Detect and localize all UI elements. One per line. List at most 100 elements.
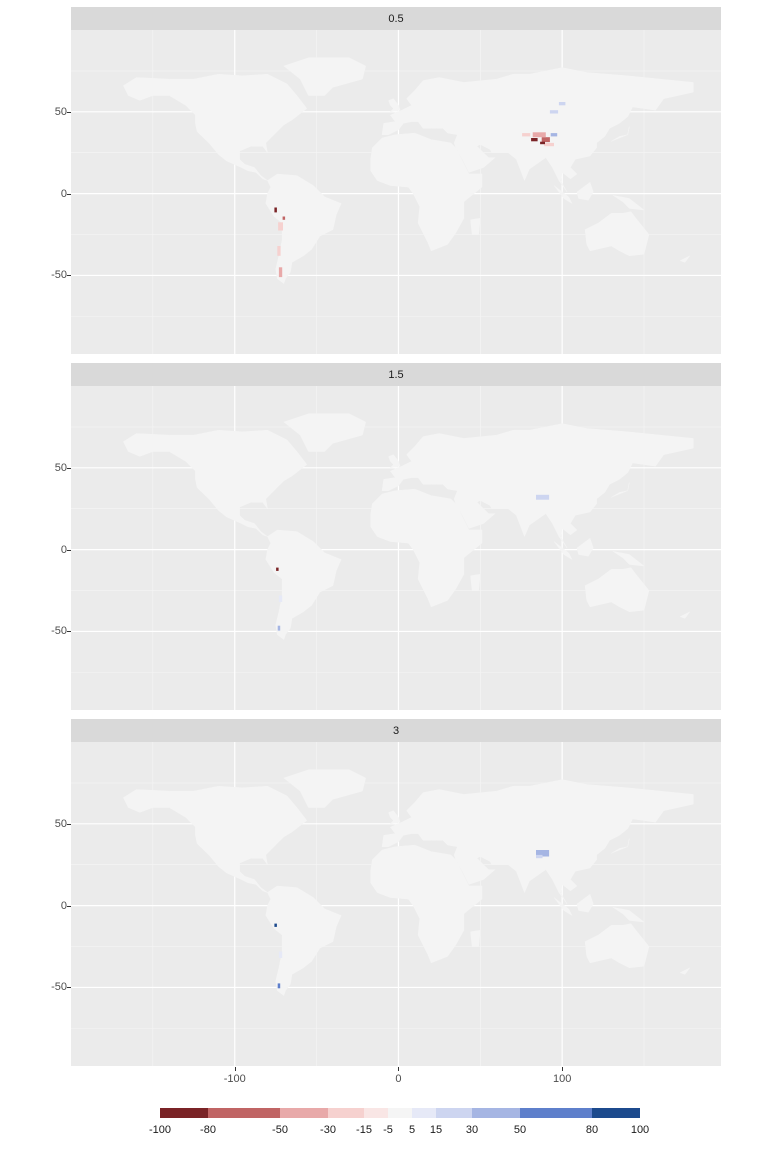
anomaly-cell [536,850,550,857]
x-tick-label: 0 [395,1073,402,1085]
color-legend-bar [160,1108,640,1118]
land-namerica [123,429,308,537]
x-tick-mark [398,1067,400,1071]
land-africa [370,844,483,964]
land-borneo [576,893,594,913]
legend-label: 80 [585,1124,599,1136]
anomaly-cell [277,625,281,631]
y-tick-mark [67,631,71,633]
anomaly-cell [278,595,283,602]
y-tick-mark [67,549,71,551]
land-scandinavia [405,77,440,103]
y-tick-mark [67,905,71,907]
legend-label: 50 [513,1124,527,1136]
land-japan [611,838,630,854]
y-tick-label: -50 [51,269,67,282]
land-newzealand [679,967,691,975]
land-africa [370,488,483,608]
land-greenland [283,769,366,808]
facet-panel-2: 1.5 [71,363,721,710]
land-namerica [123,785,308,893]
land-japan [611,126,630,142]
land-newzealand [679,611,691,619]
anomaly-cell [544,142,554,147]
land-australia [584,211,650,257]
x-tick-mark [234,1067,236,1071]
anomaly-cell [274,923,277,927]
land-scandinavia [405,433,440,459]
land-borneo [576,181,594,201]
y-tick-label: 0 [60,187,67,200]
land-namerica [123,73,308,181]
land-samerica [265,529,342,641]
anomaly-cell [550,133,558,137]
legend-label: -80 [200,1124,216,1136]
land-newguinea [612,907,645,923]
land-scandinavia [405,789,440,815]
facet-strip-label: 1.5 [71,363,721,386]
land-madagascar [470,573,481,591]
map-plot-area [71,742,721,1066]
anomaly-cell [549,110,559,114]
anomaly-cell [276,567,279,571]
legend-label: -30 [320,1124,336,1136]
land-greenland [283,57,366,96]
anomaly-cell [531,138,538,142]
legend-color-segment [280,1108,328,1118]
anomaly-cell [540,141,545,145]
y-tick-label: 50 [54,105,67,118]
map-plot-area [71,386,721,710]
land-japan [611,482,630,498]
land-madagascar [470,929,481,947]
anomaly-cell [532,132,546,138]
facet-strip-label: 3 [71,719,721,742]
y-tick-mark [67,193,71,195]
y-tick-label: 50 [54,461,67,474]
land-australia [584,567,650,613]
anomaly-cell [522,133,531,137]
y-tick-mark [67,823,71,825]
anomaly-cell [536,494,550,500]
legend-color-segment [328,1108,364,1118]
land-newzealand [679,255,691,263]
map-plot-area [71,30,721,354]
anomaly-cell [278,222,283,231]
legend-color-segment [412,1108,436,1118]
legend-label: -15 [356,1124,372,1136]
land-newguinea [612,551,645,567]
x-tick-label: 100 [552,1073,572,1085]
legend-label: -5 [383,1124,393,1136]
legend-color-segment [592,1108,640,1118]
legend-label: -100 [148,1124,172,1136]
legend-color-segment [472,1108,520,1118]
y-tick-mark [67,987,71,989]
legend-color-segment [388,1108,412,1118]
y-tick-mark [67,111,71,113]
land-madagascar [470,217,481,235]
legend-label: 5 [408,1124,416,1136]
land-britain [388,454,401,469]
land-sumatra [553,185,573,205]
legend-color-segment [160,1108,208,1118]
y-tick-label: 0 [60,899,67,912]
legend-label: 100 [630,1124,650,1136]
y-tick-label: 50 [54,817,67,830]
anomaly-cell [558,102,566,106]
land-britain [388,810,401,825]
anomaly-cell [277,983,281,989]
anomaly-cell [282,216,286,220]
map-svg [71,742,721,1066]
land-eurasia [381,779,694,905]
land-eurasia [381,67,694,193]
land-samerica [265,173,342,285]
legend-label: -50 [272,1124,288,1136]
anomaly-cell [278,951,283,958]
land-borneo [576,537,594,557]
legend-label: 30 [465,1124,479,1136]
y-tick-label: -50 [51,625,67,638]
legend-color-segment [436,1108,472,1118]
map-svg [71,386,721,710]
y-tick-mark [67,275,71,277]
legend-color-segment [208,1108,280,1118]
land-eurasia [381,423,694,549]
